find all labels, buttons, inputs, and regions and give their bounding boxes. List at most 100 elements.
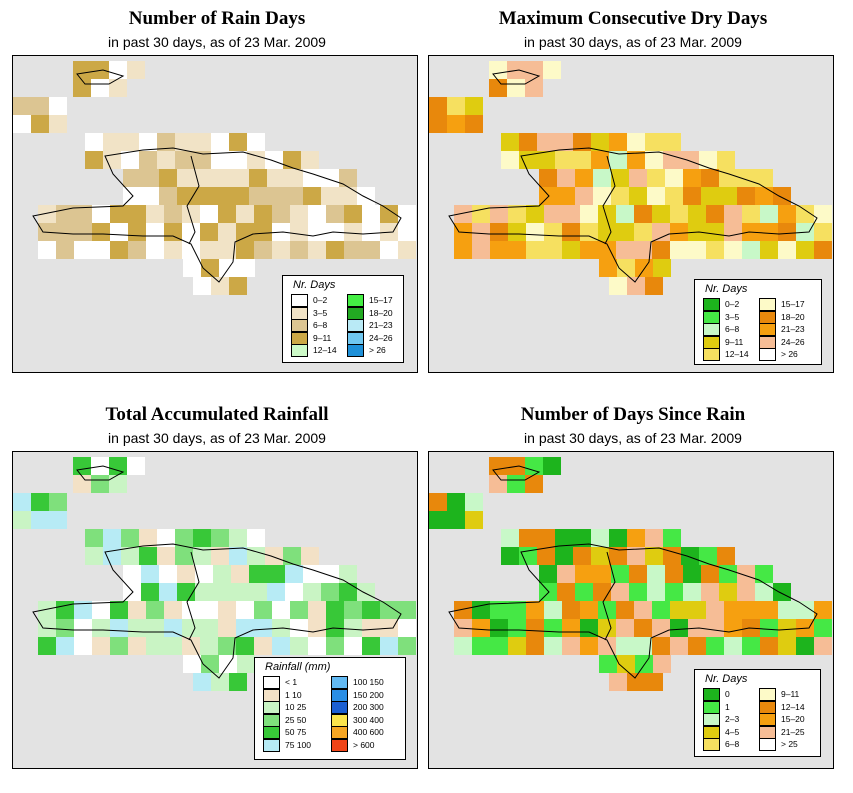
grid-cell [177,583,195,601]
grid-cell [229,151,247,169]
legend-swatch [759,298,776,311]
grid-cell [127,457,145,475]
grid-cell [665,583,683,601]
grid-cell [308,223,326,241]
grid-cell [249,565,267,583]
grid-cell [717,151,735,169]
grid-cell [249,583,267,601]
grid-cell [507,79,525,97]
legend-swatch [331,688,348,702]
grid-cell [213,187,231,205]
grid-cell [13,115,31,133]
coastline [32,147,402,283]
grid-cell [429,115,447,133]
legend-label: 15–17 [781,299,805,309]
grid-cell [92,601,110,619]
grid-cell [175,529,193,547]
grid-cell [609,673,627,691]
legend-swatch [759,725,776,739]
grid-cell [760,241,778,259]
grid-cell [635,259,653,277]
grid-cell [575,187,593,205]
grid-cell [562,205,580,223]
grid-cell [247,133,265,151]
legend: Nr. Days 0–2 3–5 6–8 9–11 12–14 15–17 18–20 21–… [694,279,822,365]
grid-cell [627,547,645,565]
grid-cell [92,241,110,259]
grid-cell [539,583,557,601]
grid-cell [290,601,308,619]
grid-cell [526,205,544,223]
grid-cell [254,601,272,619]
grid-cell [303,565,321,583]
grid-cell [573,547,591,565]
legend-swatch [347,294,364,307]
grid-cell [663,133,681,151]
grid-cell [247,547,265,565]
legend-label: 24–26 [369,332,393,343]
grid-cell [139,151,157,169]
grid-cell [146,637,164,655]
grid-cell [591,529,609,547]
grid-cell [339,169,357,187]
grid-cell [719,187,737,205]
grid-cell [308,601,326,619]
grid-cell [303,583,321,601]
grid-cell [773,187,791,205]
panel-subtitle: in past 30 days, as of 23 Mar. 2009 [108,34,326,50]
grid-cell [652,241,670,259]
legend-label: > 26 [781,349,798,359]
grid-cell [159,583,177,601]
grid-cell [706,205,724,223]
legend-label: < 1 [285,677,298,687]
grid-cell [362,223,380,241]
grid-cell [380,637,398,655]
grid-cell [688,241,706,259]
legend-label: 12–14 [313,345,337,355]
grid-cell [321,169,339,187]
grid-cell [128,637,146,655]
grid-cell [157,547,175,565]
grid-cell [454,205,472,223]
grid-cell [13,97,31,115]
grid-cell [627,529,645,547]
grid-cell [73,475,91,493]
grid-cell [447,511,465,529]
grid-cell [195,583,213,601]
coastline [32,543,402,679]
grid-cell [74,241,92,259]
grid-cell [609,529,627,547]
grid-cell [272,601,290,619]
grid-cell [283,547,301,565]
grid-cell [737,583,755,601]
grid-cell [85,547,103,565]
grid-cell [635,655,653,673]
grid-cell [139,529,157,547]
grid-cell [755,565,773,583]
grid-cell [755,169,773,187]
grid-cell [760,601,778,619]
grid-cell [591,133,609,151]
grid-cell [74,205,92,223]
grid-cell [128,205,146,223]
grid-cell [489,475,507,493]
grid-cell [814,637,832,655]
grid-cell [544,223,562,241]
grid-cell [706,241,724,259]
grid-cell [121,133,139,151]
grid-cell [272,205,290,223]
grid-cell [490,205,508,223]
grid-cell [796,205,814,223]
grid-cell [670,241,688,259]
grid-cell [128,619,146,637]
grid-cell [141,565,159,583]
grid-cell [652,205,670,223]
grid-cell [254,241,272,259]
grid-cell [706,637,724,655]
grid-cell [573,529,591,547]
grid-cell [110,601,128,619]
grid-cell [31,493,49,511]
legend-label: 9–11 [725,336,744,347]
grid-cell [465,493,483,511]
legend-label: 0 [725,689,730,699]
